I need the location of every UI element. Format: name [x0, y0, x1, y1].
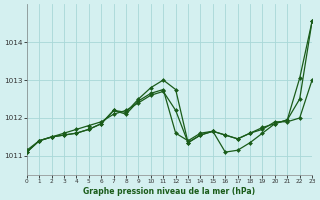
X-axis label: Graphe pression niveau de la mer (hPa): Graphe pression niveau de la mer (hPa) — [84, 187, 256, 196]
